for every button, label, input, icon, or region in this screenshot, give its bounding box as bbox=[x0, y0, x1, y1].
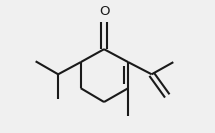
Text: O: O bbox=[99, 5, 109, 18]
